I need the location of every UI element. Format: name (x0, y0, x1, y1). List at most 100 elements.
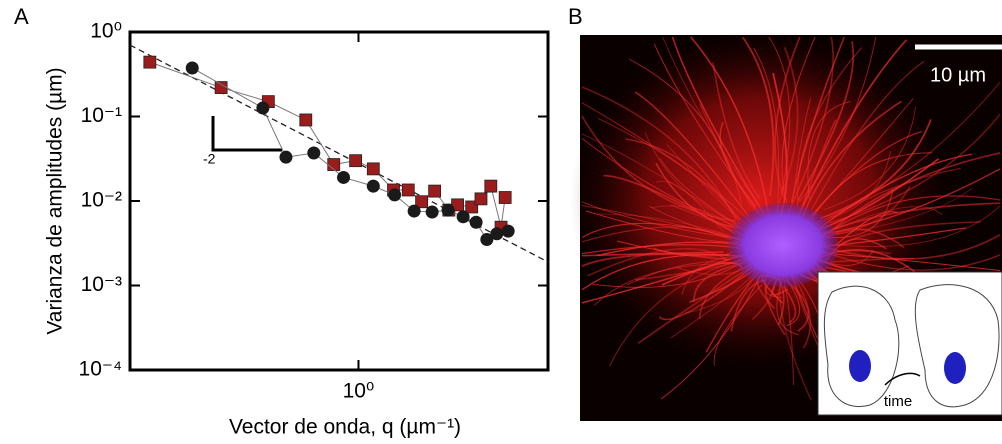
fiber (834, 211, 898, 247)
circle-marker (480, 233, 494, 247)
inset (817, 271, 1002, 416)
fiber (830, 257, 915, 263)
fiber (821, 234, 1001, 260)
fiber (835, 186, 911, 235)
fiber (811, 60, 925, 210)
panel-label: B (568, 4, 583, 29)
square-marker (415, 195, 429, 209)
fiber (652, 247, 729, 261)
fiber (796, 39, 908, 219)
fiber (774, 36, 801, 199)
circle-marker (425, 205, 439, 219)
fiber (581, 251, 724, 257)
panel-label: A (14, 4, 29, 29)
fiber (793, 98, 811, 194)
fiber (655, 162, 741, 229)
slope-label: -2 (203, 151, 216, 167)
y-axis-label: Varianza de amplitudes (µm) (44, 67, 67, 334)
square-marker (214, 81, 228, 94)
fiber (781, 36, 816, 204)
fiber (798, 36, 877, 204)
fiber (671, 36, 771, 224)
cell-outline (914, 284, 1000, 408)
fiber (815, 82, 1001, 224)
circle-marker (307, 146, 321, 160)
fiber (817, 195, 1001, 241)
nucleus (728, 203, 838, 287)
circle-marker (366, 179, 380, 193)
inset-label: time (884, 393, 912, 410)
circle-marker (256, 101, 270, 115)
cell-outline (823, 285, 900, 407)
square-marker (474, 192, 488, 206)
fiber (699, 104, 758, 214)
fiber (780, 46, 799, 195)
square-marker (484, 179, 498, 193)
square-marker (498, 191, 512, 204)
fiber (649, 205, 738, 243)
square-marker (349, 154, 363, 168)
fiber (581, 86, 737, 221)
square-marker (299, 113, 313, 127)
circle-marker (490, 227, 504, 241)
fiber (581, 244, 741, 255)
fiber (814, 153, 972, 233)
fiber (658, 266, 753, 321)
y-tick-label: 10⁰ (90, 20, 122, 43)
fiber (782, 285, 797, 324)
square-marker (366, 162, 380, 176)
x-axis-label: Vector de onda, q (µm⁻¹) (229, 416, 461, 439)
fiber (587, 247, 729, 277)
fiber (634, 91, 750, 218)
circle-marker (441, 203, 455, 217)
fiber (753, 47, 780, 221)
fiber (628, 58, 743, 205)
slope-indicator (211, 116, 282, 152)
fiber (712, 62, 761, 200)
fiber (581, 253, 729, 267)
fiber (820, 119, 932, 220)
inset-nucleus (849, 350, 871, 382)
fiber (659, 157, 740, 227)
circle-marker (501, 224, 515, 238)
fiber (830, 151, 892, 218)
fiber (786, 36, 834, 217)
circle-marker (407, 204, 421, 218)
fiber (790, 36, 845, 203)
y-tick-label: 10⁻³ (81, 273, 122, 296)
square-marker (401, 183, 415, 197)
fiber (655, 180, 724, 233)
micrograph: 10 µm time (570, 30, 1002, 421)
fiber (823, 106, 916, 211)
inset-nucleus (944, 352, 966, 384)
fiber (597, 118, 745, 225)
circle-marker (456, 210, 470, 224)
y-tick-label: 10⁻² (81, 189, 122, 212)
fiber (581, 115, 736, 222)
square-marker (143, 55, 157, 69)
circle-marker (337, 170, 351, 184)
circle-marker (469, 215, 483, 229)
fiber (768, 36, 791, 210)
fiber (742, 36, 775, 196)
fiber (834, 253, 1001, 271)
fiber (690, 36, 770, 215)
circle-marker (388, 188, 402, 202)
time-arrow (884, 372, 921, 386)
plot-area: 10⁰ 10⁻¹ 10⁻² 10⁻³ 10⁻⁴ 10⁰ (79, 20, 549, 403)
x-tick-label: 10⁰ (343, 380, 375, 403)
fiber (581, 222, 755, 246)
fiber (616, 240, 733, 257)
circle-marker (185, 61, 199, 75)
fiber (625, 138, 742, 225)
fiber (662, 36, 760, 205)
scale-bar-label: 10 µm (930, 64, 986, 86)
fiber (800, 119, 837, 210)
fiber (719, 121, 757, 208)
fiber (829, 113, 1001, 224)
fiber (713, 283, 763, 366)
square-marker (428, 184, 442, 198)
y-tick-label: 10⁻¹ (81, 104, 122, 127)
y-tick-label: 10⁻⁴ (79, 358, 122, 381)
